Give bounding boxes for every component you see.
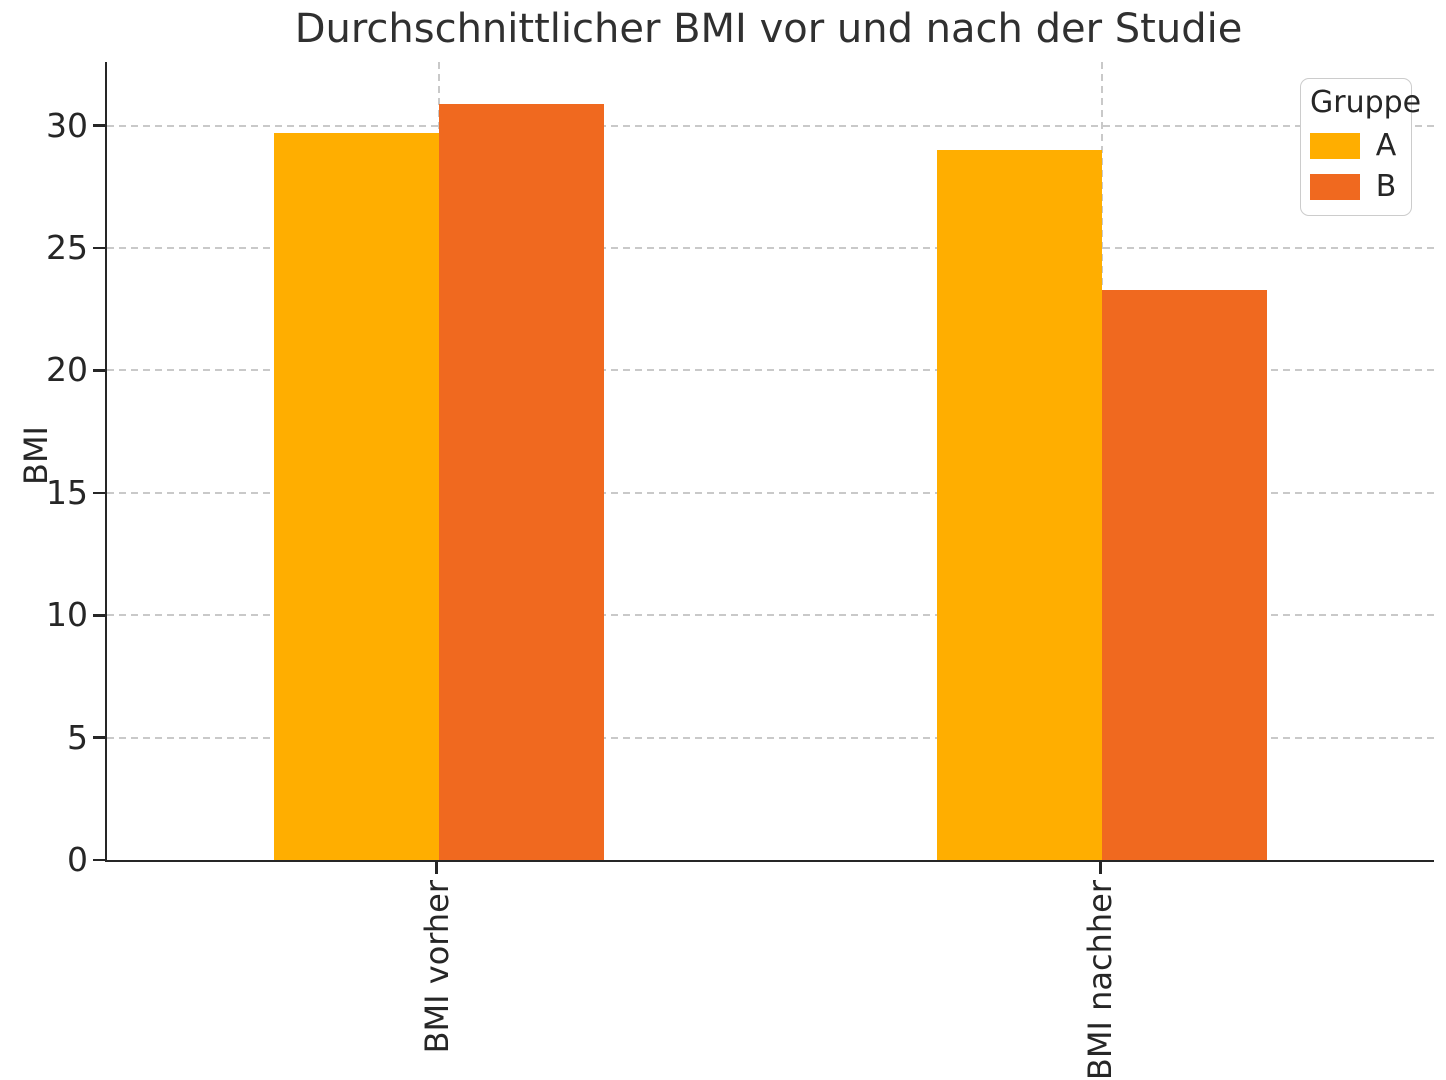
gridline-y-30 [107,124,1434,127]
legend-item-a: A [1310,130,1402,162]
x-tick-0 [435,862,439,874]
legend: Gruppe A B [1300,78,1422,216]
plot-area [105,62,1434,862]
bar-B-1 [1102,289,1268,860]
y-tick-label-15: 15 [46,472,88,512]
bar-A-0 [273,132,439,860]
gridline-y-20 [107,369,1434,372]
y-tick-label-5: 5 [67,717,88,757]
legend-label-b: B [1375,169,1397,204]
y-tick-label-20: 20 [46,350,88,390]
y-tick-30 [93,124,105,127]
y-tick-label-10: 10 [46,595,88,635]
y-tick-0 [93,858,105,862]
x-tick-label-0: BMI vorher [417,880,456,1054]
y-tick-10 [93,613,105,617]
y-tick-label-25: 25 [46,228,88,268]
bar-A-1 [937,150,1103,860]
y-tick-25 [93,246,105,250]
x-tick-1 [1098,862,1102,874]
y-tick-5 [93,736,105,739]
y-tick-label-30: 30 [46,105,88,145]
legend-title: Gruppe [1310,85,1422,120]
x-tick-label-1: BMI nachher [1081,880,1120,1080]
gridline-y-15 [107,491,1434,494]
bar-B-0 [438,103,604,860]
legend-swatch-b [1310,174,1360,200]
legend-item-b: B [1310,171,1402,203]
legend-label-a: A [1375,128,1397,163]
y-tick-label-0: 0 [67,840,88,879]
legend-swatch-a [1310,133,1360,159]
gridline-y-25 [107,247,1434,250]
chart-title: Durchschnittlicher BMI vor und nach der … [294,6,1243,52]
y-tick-15 [93,491,105,495]
gridline-y-5 [107,736,1434,739]
gridline-y-10 [107,614,1434,617]
y-tick-20 [93,369,105,372]
